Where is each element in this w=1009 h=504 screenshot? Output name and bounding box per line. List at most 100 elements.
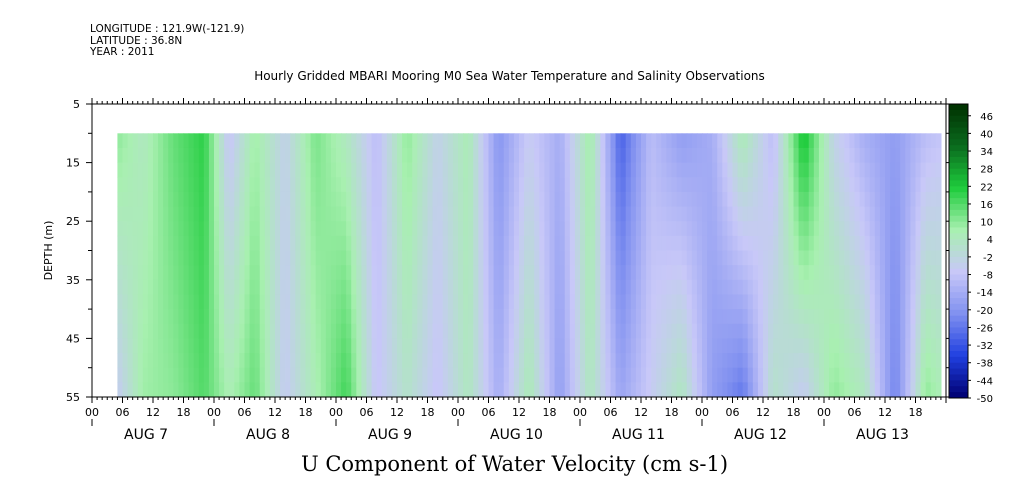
heatmap-cell	[315, 309, 322, 325]
heatmap-cell	[615, 250, 622, 266]
heatmap-cell	[742, 382, 749, 398]
heatmap-cell	[686, 353, 693, 369]
heatmap-cell	[305, 235, 312, 252]
heatmap-cell	[158, 177, 164, 193]
heatmap-cell	[615, 206, 622, 222]
heatmap-cell	[849, 294, 856, 310]
heatmap-cell	[188, 162, 195, 178]
heatmap-cell	[890, 250, 896, 266]
heatmap-cell	[117, 309, 124, 325]
heatmap-cell	[320, 221, 327, 237]
heatmap-cell	[183, 162, 190, 178]
heatmap-cell	[147, 162, 154, 178]
heatmap-cell	[661, 323, 668, 339]
heatmap-cell	[117, 147, 124, 164]
heatmap-cell	[463, 162, 469, 178]
heatmap-cell	[737, 221, 744, 237]
heatmap-cell	[397, 382, 403, 398]
heatmap-cell	[885, 382, 891, 398]
heatmap-cell	[813, 338, 820, 354]
heatmap-cell	[768, 162, 774, 178]
heatmap-cell	[544, 133, 551, 149]
heatmap-cell	[707, 177, 713, 193]
heatmap-cell	[498, 133, 505, 149]
colorbar-segment	[949, 303, 968, 311]
heatmap-cell	[676, 279, 683, 296]
heatmap-cell	[346, 191, 352, 208]
heatmap-cell	[920, 221, 927, 237]
heatmap-cell	[712, 367, 718, 383]
heatmap-cell	[625, 265, 632, 281]
heatmap-cell	[346, 279, 352, 296]
heatmap-cell	[244, 250, 251, 266]
heatmap-cell	[935, 250, 942, 266]
heatmap-cell	[905, 221, 912, 237]
heatmap-cell	[920, 191, 927, 208]
heatmap-cell	[544, 206, 551, 222]
heatmap-cell	[447, 294, 454, 310]
heatmap-cell	[818, 309, 825, 325]
heatmap-cell	[422, 221, 429, 237]
heatmap-cell	[666, 147, 673, 164]
heatmap-cell	[442, 177, 449, 193]
heatmap-cell	[590, 250, 596, 266]
heatmap-cell	[676, 367, 683, 383]
colorbar-segment	[949, 151, 968, 158]
heatmap-cell	[778, 250, 784, 266]
heatmap-cell	[137, 133, 144, 149]
heatmap-cell	[661, 191, 668, 208]
heatmap-cell	[366, 382, 373, 398]
heatmap-cell	[834, 367, 840, 383]
heatmap-cell	[183, 221, 190, 237]
heatmap-cell	[295, 309, 302, 325]
heatmap-cell	[859, 294, 866, 310]
heatmap-cell	[153, 162, 159, 178]
heatmap-cell	[203, 367, 210, 383]
heatmap-cell	[752, 323, 759, 339]
heatmap-cell	[788, 382, 795, 398]
heatmap-cell	[569, 294, 576, 310]
heatmap-cell	[768, 235, 774, 252]
heatmap-cell	[905, 323, 912, 339]
heatmap-cell	[417, 323, 424, 339]
heatmap-cell	[824, 294, 830, 310]
heatmap-cell	[219, 206, 225, 222]
heatmap-cell	[605, 353, 612, 369]
heatmap-cell	[707, 309, 713, 325]
heatmap-cell	[635, 294, 642, 310]
heatmap-cell	[630, 147, 637, 164]
heatmap-cell	[442, 250, 449, 266]
heatmap-cell	[341, 338, 347, 354]
heatmap-cell	[574, 206, 581, 222]
heatmap-cell	[473, 133, 479, 149]
heatmap-cell	[493, 191, 500, 208]
heatmap-cell	[834, 177, 840, 193]
heatmap-cell	[829, 133, 835, 149]
heatmap-cell	[178, 338, 185, 354]
x-hour-label: 18	[543, 406, 557, 419]
heatmap-cell	[595, 279, 601, 296]
heatmap-cell	[508, 147, 515, 164]
heatmap-cell	[239, 133, 246, 149]
heatmap-cell	[707, 353, 713, 369]
heatmap-cell	[539, 133, 546, 149]
heatmap-cell	[544, 309, 551, 325]
heatmap-cell	[534, 279, 540, 296]
heatmap-cell	[280, 221, 286, 237]
heatmap-cell	[519, 279, 525, 296]
x-day-label: AUG 13	[856, 427, 909, 443]
heatmap-cell	[366, 279, 373, 296]
heatmap-cell	[813, 265, 820, 281]
heatmap-cell	[483, 206, 490, 222]
heatmap-cell	[529, 279, 535, 296]
colorbar-segment	[949, 192, 968, 199]
heatmap-cell	[686, 367, 693, 383]
heatmap-cell	[483, 250, 490, 266]
heatmap-cell	[722, 309, 729, 325]
heatmap-cell	[361, 382, 368, 398]
heatmap-cell	[580, 250, 586, 266]
heatmap-cell	[259, 338, 266, 354]
heatmap-cell	[585, 323, 591, 339]
heatmap-cell	[707, 147, 713, 164]
heatmap-cell	[310, 265, 317, 281]
